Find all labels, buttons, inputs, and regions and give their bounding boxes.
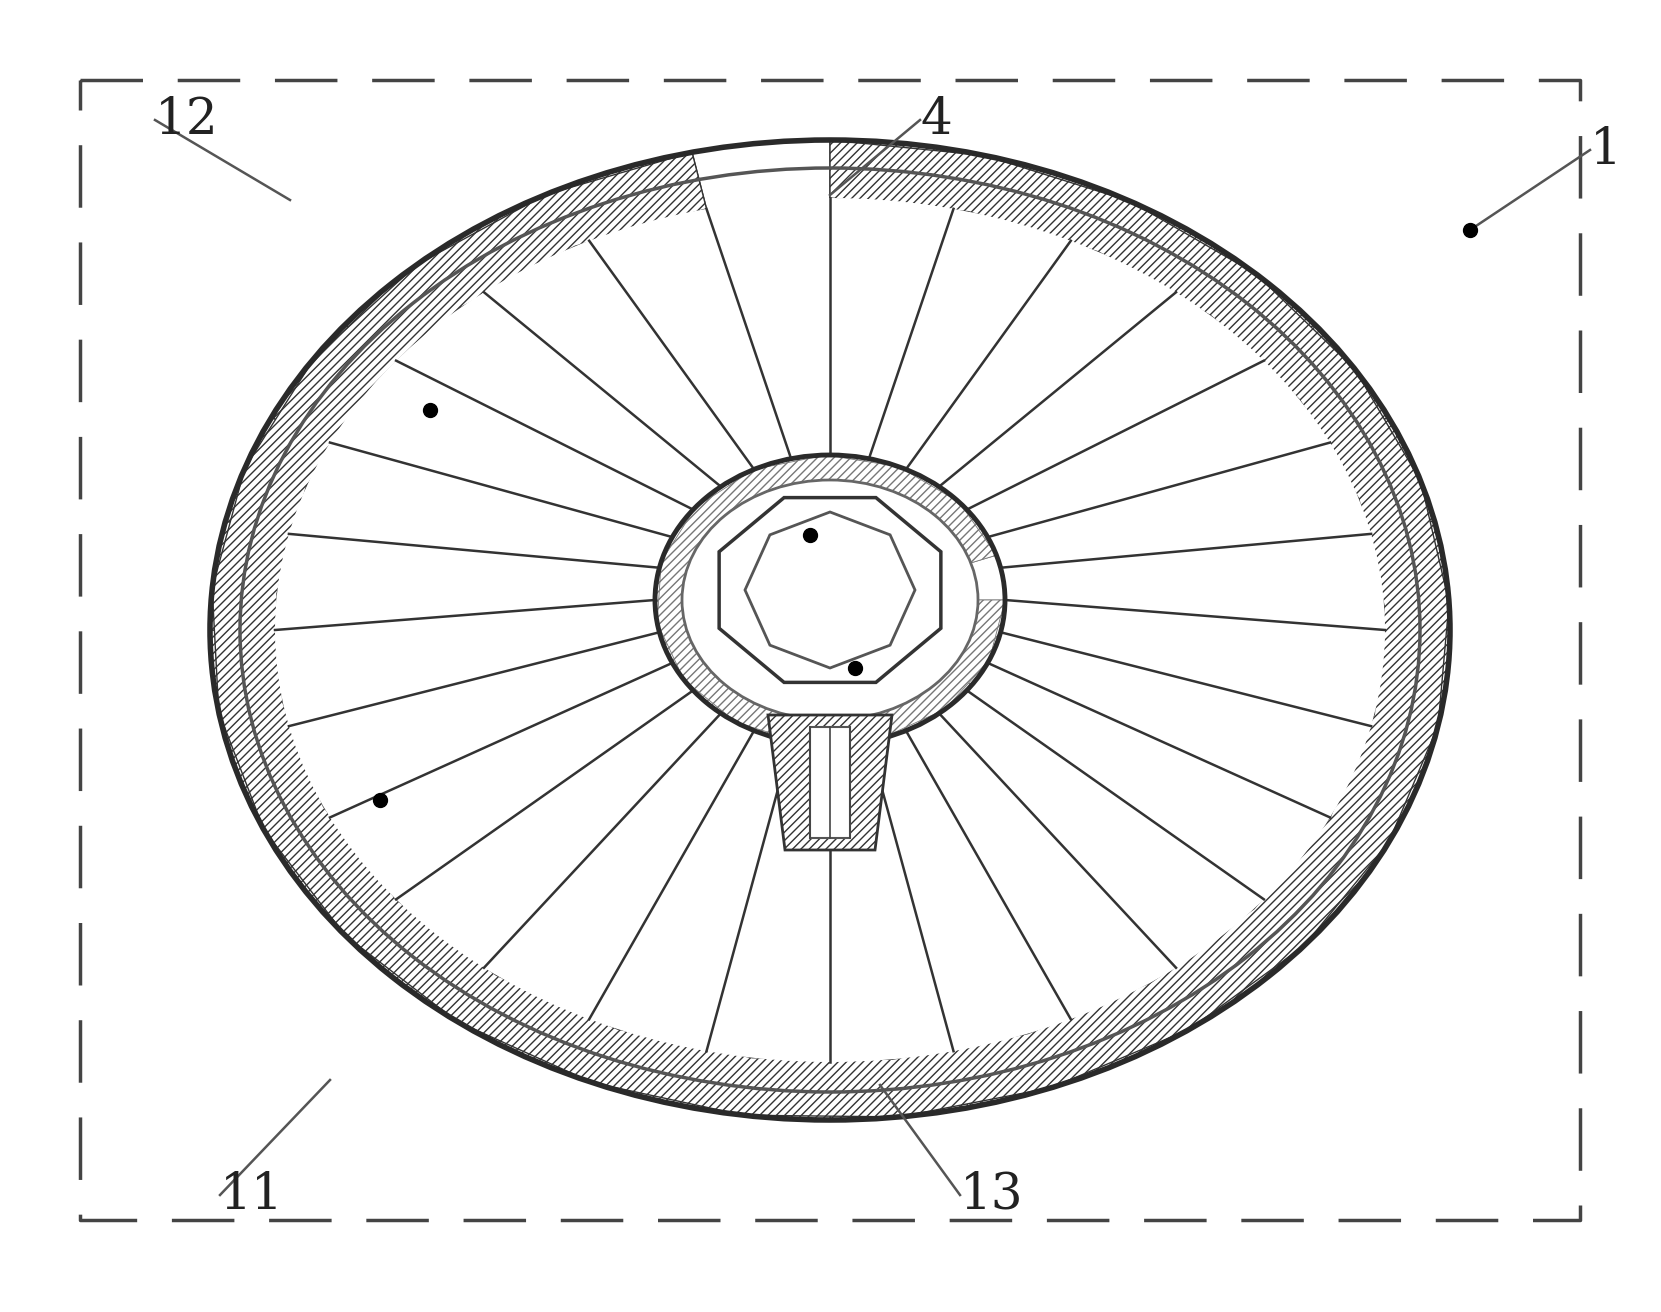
Polygon shape [693, 1051, 830, 1120]
Polygon shape [226, 417, 331, 534]
Polygon shape [1330, 726, 1435, 842]
Polygon shape [345, 247, 483, 361]
Polygon shape [271, 817, 395, 935]
Polygon shape [1330, 417, 1435, 534]
Polygon shape [950, 514, 997, 563]
Text: 12: 12 [154, 96, 219, 144]
Polygon shape [1264, 324, 1389, 442]
Polygon shape [688, 670, 742, 718]
Polygon shape [1071, 968, 1216, 1072]
Polygon shape [746, 512, 915, 668]
Polygon shape [209, 521, 289, 630]
Polygon shape [226, 726, 331, 842]
Polygon shape [728, 462, 784, 502]
Polygon shape [654, 600, 689, 644]
Polygon shape [950, 638, 997, 685]
Ellipse shape [654, 455, 1005, 745]
Polygon shape [830, 455, 884, 485]
Polygon shape [1176, 247, 1316, 361]
Ellipse shape [683, 480, 978, 720]
Polygon shape [345, 899, 483, 1013]
Polygon shape [970, 600, 1005, 644]
Polygon shape [658, 455, 1005, 744]
Polygon shape [561, 1019, 706, 1107]
Polygon shape [767, 715, 892, 850]
Text: 4: 4 [920, 96, 952, 144]
Polygon shape [209, 630, 289, 739]
Polygon shape [663, 514, 711, 563]
Polygon shape [917, 483, 972, 530]
Ellipse shape [276, 198, 1385, 1061]
Polygon shape [875, 697, 933, 737]
Polygon shape [561, 152, 706, 241]
Polygon shape [271, 324, 395, 442]
Polygon shape [830, 714, 884, 745]
Polygon shape [1071, 189, 1216, 293]
Polygon shape [443, 968, 590, 1072]
Polygon shape [875, 462, 933, 502]
Polygon shape [728, 697, 784, 737]
Text: 1: 1 [1590, 125, 1621, 174]
Polygon shape [830, 140, 968, 209]
Polygon shape [953, 1019, 1100, 1107]
Polygon shape [953, 152, 1100, 241]
Polygon shape [776, 455, 830, 485]
Polygon shape [654, 555, 689, 600]
Polygon shape [663, 638, 711, 685]
Polygon shape [688, 483, 742, 530]
Polygon shape [443, 189, 590, 293]
Polygon shape [917, 670, 972, 718]
Text: 13: 13 [960, 1170, 1023, 1220]
Polygon shape [776, 714, 830, 745]
Polygon shape [213, 140, 1448, 1117]
Polygon shape [830, 1051, 968, 1120]
Polygon shape [1264, 817, 1389, 935]
Polygon shape [719, 497, 940, 682]
Polygon shape [1370, 630, 1450, 739]
Text: 11: 11 [219, 1170, 284, 1220]
Polygon shape [811, 727, 850, 838]
Polygon shape [1176, 899, 1316, 1013]
Polygon shape [1370, 521, 1450, 630]
